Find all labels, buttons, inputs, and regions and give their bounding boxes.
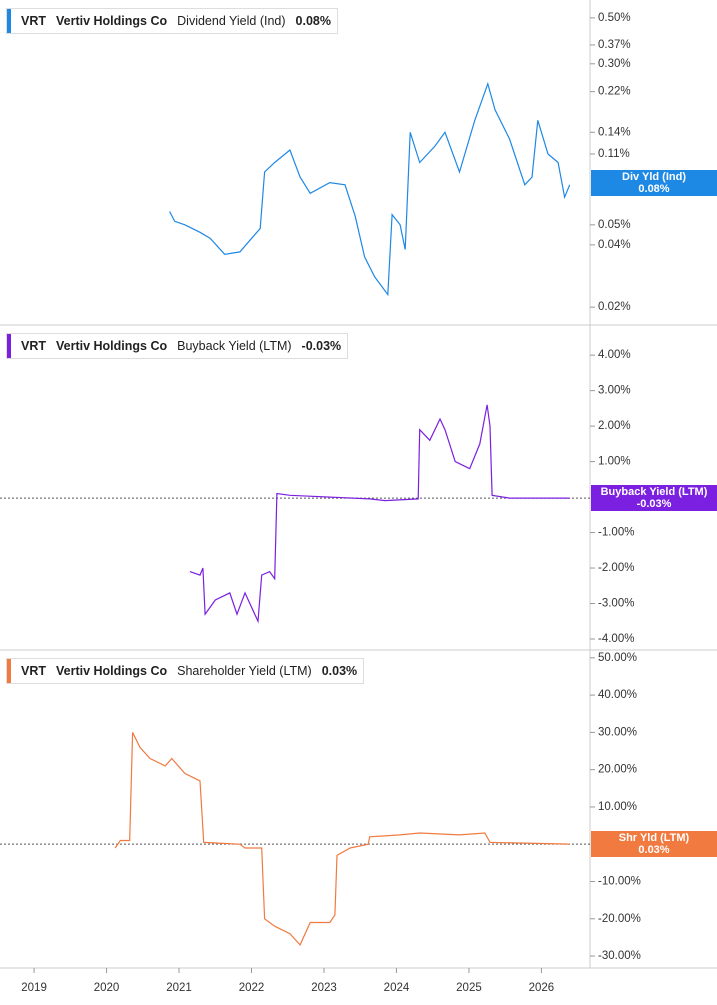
current-value: 0.08% [295,14,331,28]
current-value: 0.03% [321,664,358,678]
tag-label: Div Yld (Ind) [622,170,686,183]
series-header: VRT Vertiv Holdings Co Dividend Yield (Ind… [6,8,338,34]
current-tag: Buyback Yield (LTM) -0.03% [591,485,717,512]
x-tick-label: 2023 [311,982,337,994]
y-tick-label: -20.00% [598,913,641,925]
current-tag: Shr Yld (LTM) 0.03% [591,831,717,858]
y-tick-label: 20.00% [598,764,637,776]
y-tick-label: 3.00% [598,385,631,397]
y-tick-label: 0.02% [598,301,631,313]
y-tick-label: -30.00% [598,950,641,962]
series-color [7,334,11,358]
y-tick-label: -2.00% [598,562,634,574]
tag-value: 0.03% [638,844,670,857]
x-tick-label: 2024 [384,982,410,994]
y-tick-label: -4.00% [598,633,634,645]
company: Vertiv Holdings Co [56,664,168,678]
series-color [7,659,11,683]
y-tick-label: 50.00% [598,652,637,664]
y-tick-label: 0.30% [598,58,631,70]
y-tick-label: 0.04% [598,239,631,251]
x-tick-label: 2021 [166,982,192,994]
company: Vertiv Holdings Co [56,339,168,353]
series-header: VRT Vertiv Holdings Co Shareholder Yield (… [6,658,365,684]
series-header: VRT Vertiv Holdings Co Buyback Yield (LTM)… [6,333,349,359]
ticker: VRT [21,14,46,28]
metric: Buyback Yield (LTM) [177,339,292,353]
x-tick-label: 2019 [21,982,47,994]
y-tick-label: 0.11% [598,148,630,160]
series-line [189,404,570,624]
y-tick-label: 1.00% [598,456,631,468]
y-tick-label: -10.00% [598,876,641,888]
x-tick-label: 2026 [529,982,555,994]
y-tick-label: 0.05% [598,219,631,231]
y-tick-label: 0.22% [598,86,631,98]
y-tick-label: 10.00% [598,801,637,813]
y-tick-label: 30.00% [598,726,637,738]
y-tick-label: 4.00% [598,349,631,361]
y-tick-label: 40.00% [598,689,637,701]
y-tick-label: 2.00% [598,420,631,432]
metric: Shareholder Yield (LTM) [177,664,312,678]
x-tick-label: 2025 [456,982,482,994]
x-tick-label: 2022 [239,982,265,994]
current-value: -0.03% [301,339,342,353]
ticker: VRT [21,339,46,353]
x-tick-label: 2020 [94,982,120,994]
tag-value: 0.08% [638,182,670,195]
series-line [169,81,571,297]
y-tick-label: -3.00% [598,598,634,610]
tag-value: -0.03% [636,498,672,511]
series-color [7,9,11,33]
y-tick-label: 0.37% [598,39,631,51]
tag-label: Buyback Yield (LTM) [600,486,708,499]
tag-label: Shr Yld (LTM) [618,832,690,845]
company: Vertiv Holdings Co [56,14,168,28]
y-tick-label: 0.14% [598,126,631,138]
current-tag: Div Yld (Ind) 0.08% [591,169,717,196]
series-line [114,732,570,946]
y-tick-label: -1.00% [598,527,634,539]
metric: Dividend Yield (Ind) [177,14,286,28]
y-tick-label: 0.50% [598,12,631,24]
ticker: VRT [21,664,46,678]
